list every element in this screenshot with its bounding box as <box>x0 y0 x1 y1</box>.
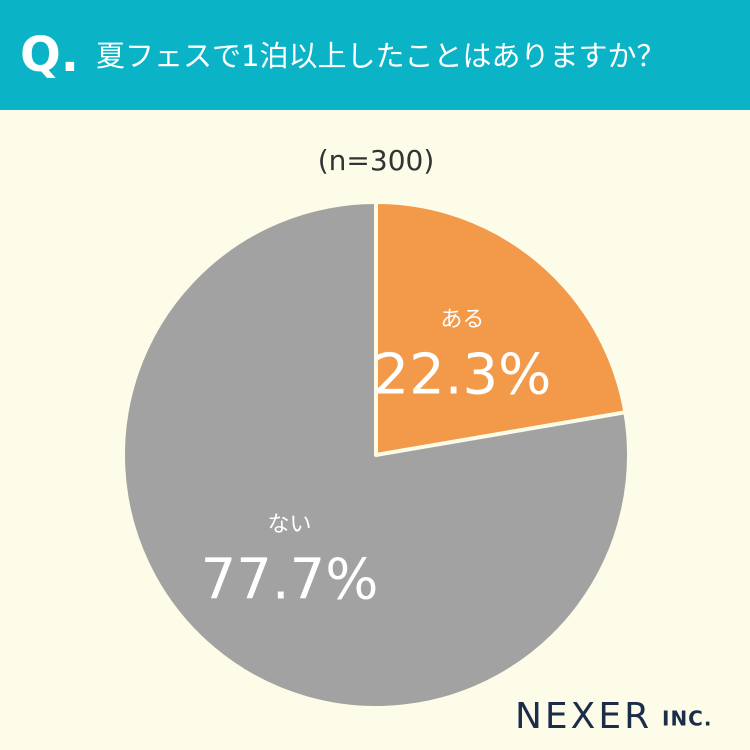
slice-value-label: 22.3% <box>373 343 551 408</box>
logo-name: NEXER <box>515 696 652 737</box>
slice-category-label: ある <box>440 307 484 332</box>
pie <box>121 200 631 710</box>
chart-subtitle: (n=300) <box>318 144 435 177</box>
chart-title: 夏フェスで1泊以上したことはありますか？ <box>96 39 665 73</box>
pie-slice <box>374 200 628 457</box>
header-band <box>0 0 750 110</box>
slice-category-label: ない <box>268 513 312 538</box>
question-label: Q. <box>20 27 79 83</box>
pie-slice <box>121 200 631 710</box>
logo-suffix: INC. <box>662 707 712 731</box>
slice-value-label: 77.7% <box>201 548 379 613</box>
